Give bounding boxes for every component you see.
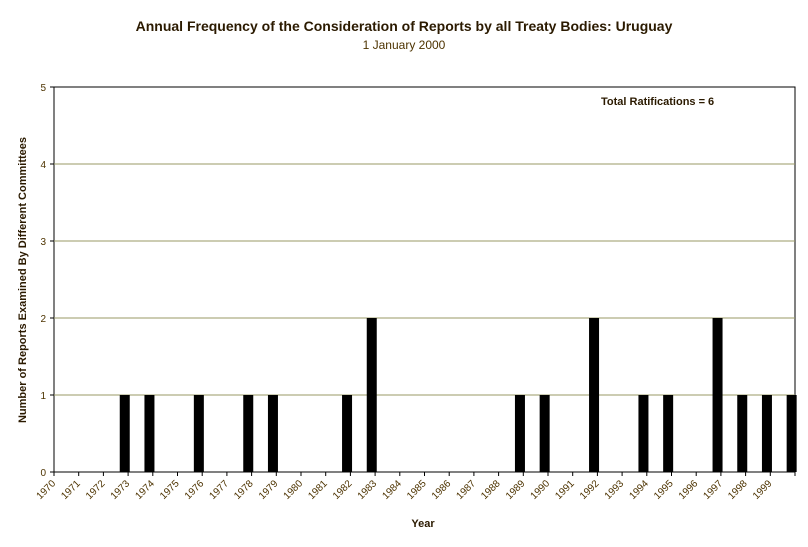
x-tick-label: 1985 xyxy=(405,478,429,502)
x-tick-label: 1999 xyxy=(751,478,775,502)
x-tick-label: 1989 xyxy=(504,478,528,502)
y-tick-label: 5 xyxy=(40,83,46,94)
x-tick-label: 1998 xyxy=(726,478,750,502)
x-tick-label: 1978 xyxy=(232,478,256,502)
grid-lines xyxy=(53,86,796,473)
bar-series xyxy=(119,318,797,472)
x-tick-label: 1975 xyxy=(158,478,182,502)
chart-title: Annual Frequency of the Consideration of… xyxy=(135,18,673,34)
x-tick-label: 1991 xyxy=(553,478,577,502)
bar-1977 xyxy=(243,395,254,472)
x-tick-label: 1992 xyxy=(578,478,602,502)
x-tick-label: 1986 xyxy=(430,478,454,502)
bar-1988 xyxy=(514,395,525,472)
y-tick-labels: 0 1 2 3 4 5 xyxy=(40,83,46,479)
bar-1973 xyxy=(144,395,155,472)
x-tick-label: 1979 xyxy=(257,478,281,502)
x-tick-label: 1995 xyxy=(652,478,676,502)
x-tick-label: 1981 xyxy=(306,478,330,502)
x-tick-label: 1994 xyxy=(627,478,651,502)
bar-1978 xyxy=(267,395,278,472)
x-tick-label: 1980 xyxy=(282,478,306,502)
y-tick-label: 2 xyxy=(40,314,46,325)
x-tick-label: 1976 xyxy=(183,478,207,502)
bar-1998 xyxy=(761,395,772,472)
y-tick-label: 4 xyxy=(40,160,46,171)
x-tick-label: 1972 xyxy=(84,478,108,502)
x-tick-labels: 1970 1971 1972 1973 1974 1975 1976 1977 1978 1979… xyxy=(35,478,775,502)
bar-1996 xyxy=(712,318,723,472)
chart-subtitle: 1 January 2000 xyxy=(362,38,446,52)
y-tick-label: 0 xyxy=(40,468,46,479)
total-ratifications-annotation: Total Ratifications = 6 xyxy=(601,96,714,108)
bar-1997 xyxy=(737,395,748,472)
y-tick-label: 1 xyxy=(40,391,46,402)
bar-1994 xyxy=(663,395,674,472)
axes xyxy=(50,86,796,476)
bar-1989 xyxy=(539,395,550,472)
x-tick-label: 1996 xyxy=(677,478,701,502)
x-tick-label: 1973 xyxy=(109,478,133,502)
x-tick-label: 1990 xyxy=(529,478,553,502)
bar-1975 xyxy=(193,395,204,472)
x-tick-label: 1974 xyxy=(133,478,157,502)
x-tick-label: 1997 xyxy=(702,478,726,502)
bar-1999 xyxy=(786,395,797,472)
bar-1991 xyxy=(589,318,600,472)
bar-1972 xyxy=(119,395,130,472)
x-tick-label: 1971 xyxy=(59,478,83,502)
x-axis-label: Year xyxy=(411,518,435,530)
x-tick-label: 1984 xyxy=(380,478,404,502)
x-tick-label: 1982 xyxy=(331,478,355,502)
bar-1982 xyxy=(366,318,377,472)
bar-1981 xyxy=(342,395,353,472)
x-tick-label: 1983 xyxy=(356,478,380,502)
y-axis-label: Number of Reports Examined By Different … xyxy=(17,137,29,423)
x-tick-label: 1988 xyxy=(479,478,503,502)
y-tick-label: 3 xyxy=(40,237,46,248)
x-tick-label: 1987 xyxy=(455,478,479,502)
plot-frame xyxy=(53,86,796,473)
bar-1993 xyxy=(638,395,649,472)
x-tick-label: 1993 xyxy=(603,478,627,502)
x-tick-label: 1970 xyxy=(35,478,59,502)
x-tick-label: 1977 xyxy=(208,478,232,502)
